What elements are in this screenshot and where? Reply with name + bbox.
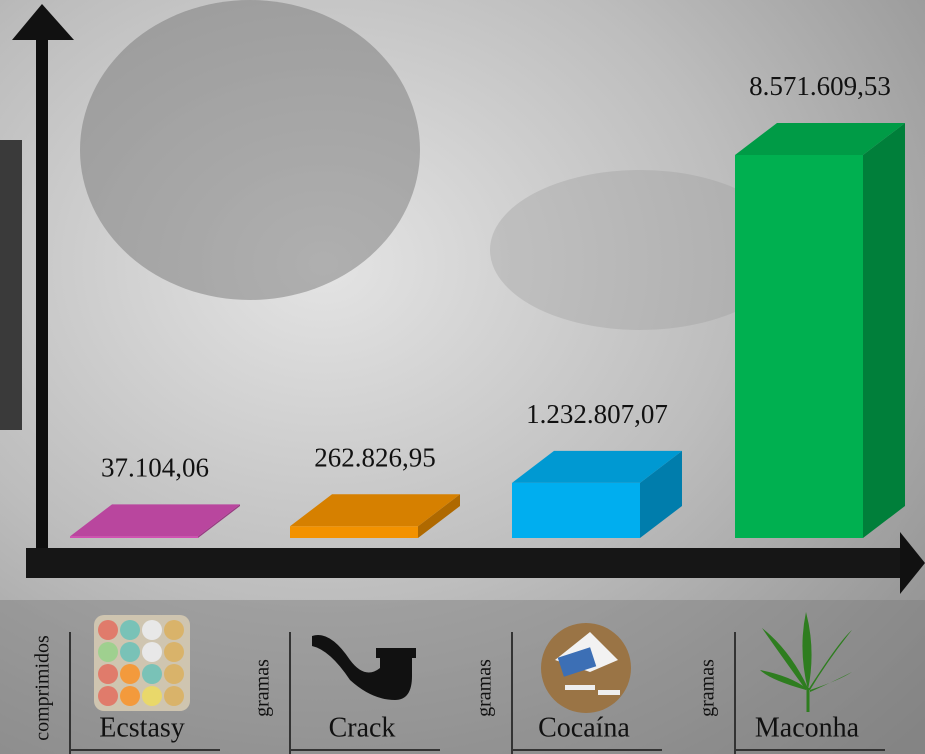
bar-top: [735, 123, 905, 155]
value-label: 8.571.609,53: [749, 71, 891, 101]
unit-label: gramas: [474, 659, 496, 717]
bar-side: [198, 504, 240, 538]
category-label: Ecstasy: [99, 712, 185, 743]
bar: [512, 482, 640, 538]
y-axis-arrow: [12, 4, 74, 40]
bar-top: [290, 494, 460, 527]
x-axis-arrow: [900, 532, 925, 594]
y-axis: [36, 26, 48, 574]
unit-label: comprimidos: [32, 635, 54, 741]
category-label: Maconha: [755, 712, 860, 743]
bar: [70, 536, 198, 538]
cocaine-icon: [541, 623, 631, 713]
bar-side: [418, 494, 460, 538]
background-shape: [0, 140, 22, 430]
background-shape: [490, 170, 790, 330]
bar-side: [640, 450, 682, 538]
unit-label: gramas: [697, 659, 719, 717]
bar-top: [70, 504, 240, 537]
bar-side: [863, 123, 905, 538]
category-label: Crack: [329, 712, 396, 743]
bar: [735, 155, 863, 538]
value-label: 262.826,95: [314, 442, 436, 472]
bar: [290, 526, 418, 538]
x-axis: [26, 548, 905, 578]
bar-top: [512, 450, 682, 483]
marijuana-icon: [760, 612, 852, 712]
ecstasy-icon: [94, 615, 190, 711]
value-label: 1.232.807,07: [526, 399, 668, 429]
crack-icon: [312, 635, 416, 700]
category-label: Cocaína: [538, 712, 630, 743]
unit-label: gramas: [252, 659, 274, 717]
value-label: 37.104,06: [101, 453, 209, 483]
background-shape: [80, 0, 420, 300]
